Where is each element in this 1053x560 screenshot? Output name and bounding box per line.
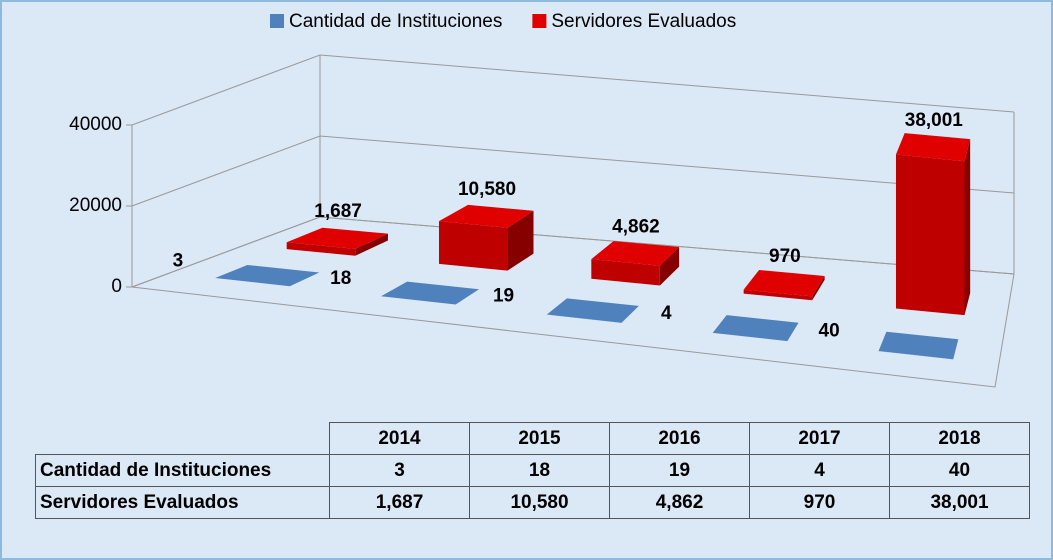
bar-top [878, 331, 959, 360]
bar-top [546, 298, 639, 323]
y-tick-label: 0 [111, 276, 122, 297]
table-cell: 19 [609, 454, 750, 487]
bar-side [953, 339, 959, 360]
y-tick-label: 40000 [69, 114, 122, 135]
data-label: 38,001 [905, 110, 964, 131]
bar-front [878, 350, 954, 360]
bar-top [215, 264, 320, 287]
bar-side [289, 272, 320, 287]
bar-side [812, 275, 825, 301]
bar-front [743, 289, 813, 301]
bar [591, 241, 680, 286]
row-header: Cantidad de Instituciones [35, 454, 330, 487]
table-cell: 18 [469, 454, 610, 487]
data-label: 4 [661, 303, 672, 324]
bar-side [659, 247, 680, 286]
data-table: 2014 2015 2016 2017 2018 Cantidad de Institu… [35, 422, 1030, 519]
grid-line [131, 54, 1015, 126]
bar [381, 281, 480, 305]
bar-side [621, 305, 639, 323]
bar-top [895, 133, 971, 162]
legend-label: Cantidad de Instituciones [289, 11, 502, 32]
data-label: 970 [769, 246, 801, 267]
bar-front [286, 242, 356, 256]
data-label: 18 [330, 268, 351, 289]
data-label: 1,687 [314, 201, 362, 222]
legend-swatch [532, 14, 547, 28]
grid-line [131, 135, 1015, 207]
bar [895, 133, 971, 316]
table-cell: 40 [889, 454, 1030, 487]
bar-side [964, 139, 971, 316]
bar-side [455, 289, 480, 305]
table-cell: 38,001 [889, 486, 1030, 519]
data-label: 3 [173, 250, 184, 271]
bar [878, 331, 959, 360]
table-cell: 1,687 [329, 486, 470, 519]
bar-front [712, 332, 788, 342]
table-cell: 10,580 [469, 486, 610, 519]
column-header: 2018 [889, 422, 1030, 455]
bar [215, 264, 320, 287]
column-header: 2014 [329, 422, 470, 455]
row-header: Servidores Evaluados [35, 486, 330, 519]
table-cell: 3 [329, 454, 470, 487]
table-cell: 4,862 [609, 486, 750, 519]
column-header: 2016 [609, 422, 750, 455]
data-label: 4,862 [612, 216, 660, 237]
data-label: 40 [819, 320, 840, 341]
bar-top [743, 270, 825, 297]
bar-side [787, 322, 799, 342]
column-header: 2017 [749, 422, 890, 455]
data-label: 10,580 [458, 179, 516, 200]
bar-front [546, 314, 622, 323]
bar-top [712, 315, 799, 342]
grid-line [131, 216, 1015, 288]
bar [546, 298, 639, 323]
bar [286, 227, 388, 256]
bar-front [439, 221, 508, 271]
bar-front [591, 259, 660, 286]
table-cell: 4 [749, 454, 890, 487]
bar-side [507, 210, 534, 271]
bar-side [355, 233, 388, 256]
bar [439, 204, 534, 271]
column-header: 2015 [469, 422, 610, 455]
bar-top [591, 241, 680, 266]
data-label: 19 [493, 285, 514, 306]
bar-top [439, 204, 534, 228]
bar-front [895, 154, 965, 316]
bar-front [381, 296, 456, 305]
bar-front [215, 278, 290, 287]
legend-label: Servidores Evaluados [551, 11, 736, 32]
bar-top [286, 227, 388, 249]
table-cell: 970 [749, 486, 890, 519]
legend-swatch [270, 14, 284, 28]
bar-top [381, 281, 480, 305]
blank-cell [36, 423, 330, 455]
bar [712, 315, 799, 342]
bar [743, 270, 825, 301]
y-tick-label: 20000 [69, 195, 122, 216]
